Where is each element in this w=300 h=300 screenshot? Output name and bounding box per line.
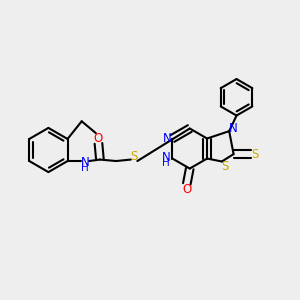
Text: O: O: [94, 132, 103, 145]
Text: S: S: [252, 148, 259, 160]
Text: N: N: [229, 122, 237, 135]
Text: S: S: [131, 150, 138, 163]
Text: H: H: [81, 163, 89, 172]
Text: N: N: [81, 156, 90, 169]
Text: N: N: [162, 151, 170, 164]
Text: H: H: [162, 158, 170, 168]
Text: N: N: [163, 132, 172, 145]
Text: S: S: [221, 160, 228, 173]
Text: O: O: [182, 183, 191, 196]
